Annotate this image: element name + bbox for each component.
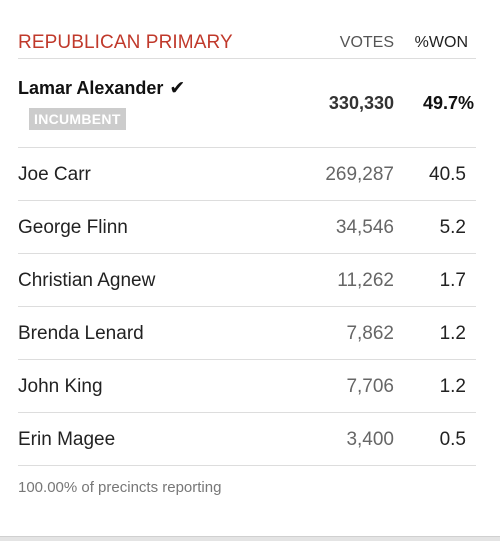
candidate-name: Lamar Alexander ✔ [18, 77, 185, 100]
percent-won-column-header: %WON [414, 34, 468, 51]
table-row: George Flinn 34,546 5.2 [18, 201, 476, 254]
candidate-percent: 40.5 [429, 164, 466, 185]
results-table: REPUBLICAN PRIMARY VOTES %WON Lamar Alex… [18, 28, 476, 466]
winner-row: Lamar Alexander ✔ INCUMBENT 330,330 49.7% [18, 59, 476, 148]
table-row: Brenda Lenard 7,862 1.2 [18, 307, 476, 360]
bottom-border [0, 536, 500, 541]
candidate-name: Erin Magee [18, 429, 116, 450]
candidate-name: Christian Agnew [18, 270, 156, 291]
candidate-votes: 330,330 [328, 93, 394, 113]
winner-name: Lamar Alexander [18, 78, 164, 98]
candidate-percent: 49.7% [422, 93, 474, 113]
candidate-percent: 1.2 [439, 376, 466, 397]
candidate-name: John King [18, 376, 103, 397]
check-icon: ✔ [169, 78, 186, 99]
precincts-reporting: 100.00% of precincts reporting [18, 479, 222, 496]
table-row: Erin Magee 3,400 0.5 [18, 413, 476, 466]
table-header: REPUBLICAN PRIMARY VOTES %WON [18, 28, 476, 59]
candidate-votes: 269,287 [325, 164, 394, 185]
candidate-votes: 34,546 [335, 217, 394, 238]
candidate-votes: 11,262 [337, 270, 394, 291]
table-row: Christian Agnew 11,262 1.7 [18, 254, 476, 307]
table-row: John King 7,706 1.2 [18, 360, 476, 413]
candidate-votes: 7,862 [346, 323, 394, 344]
race-title: REPUBLICAN PRIMARY [18, 32, 233, 53]
candidate-name: George Flinn [18, 217, 128, 238]
candidate-percent: 5.2 [439, 217, 466, 238]
candidate-percent: 1.2 [439, 323, 466, 344]
incumbent-badge: INCUMBENT [29, 108, 126, 130]
candidate-percent: 1.7 [439, 270, 466, 291]
candidate-votes: 3,400 [346, 429, 394, 450]
votes-column-header: VOTES [339, 34, 394, 51]
table-row: Joe Carr 269,287 40.5 [18, 148, 476, 201]
candidate-votes: 7,706 [346, 376, 394, 397]
candidate-name: Brenda Lenard [18, 323, 144, 344]
candidate-percent: 0.5 [439, 429, 466, 450]
candidate-name: Joe Carr [18, 164, 91, 185]
